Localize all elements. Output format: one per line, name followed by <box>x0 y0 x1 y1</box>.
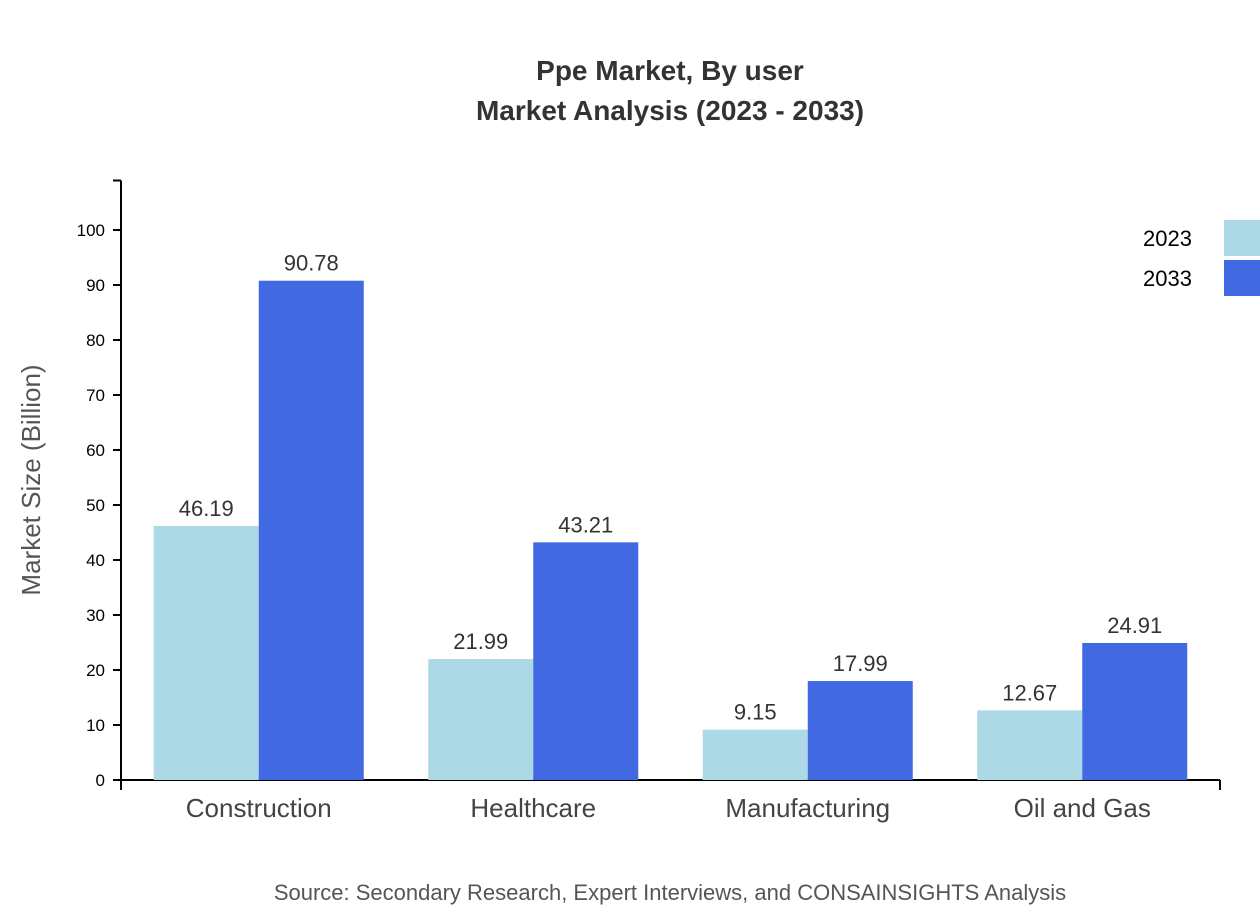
y-tick-label: 20 <box>86 661 105 680</box>
bar-2023 <box>702 729 808 780</box>
data-label: 17.99 <box>833 651 888 676</box>
bar-2033 <box>533 542 639 780</box>
chart-title: Ppe Market, By user <box>536 55 804 86</box>
x-axis: Construction Healthcare Manufacturing Oil a… <box>120 779 1221 823</box>
legend-swatch-2033 <box>1224 260 1260 296</box>
data-label: 46.19 <box>179 496 234 521</box>
x-tick-label: Oil and Gas <box>1014 793 1151 823</box>
x-tick-label: Healthcare <box>470 793 596 823</box>
y-tick-label: 60 <box>86 441 105 460</box>
bar-2033 <box>807 681 913 780</box>
y-tick-label: 90 <box>86 276 105 295</box>
bars: 46.19 90.78 21.99 43.21 9.15 17.99 12.67 24.91 <box>153 251 1188 780</box>
y-tick-label: 80 <box>86 331 105 350</box>
source-note: Source: Secondary Research, Expert Inter… <box>274 880 1066 905</box>
data-label: 43.21 <box>558 512 613 537</box>
y-tick-label: 10 <box>86 716 105 735</box>
y-axis: 0 10 20 30 40 50 60 70 80 90 100 <box>77 179 122 790</box>
bar-2023 <box>428 659 534 780</box>
data-label: 24.91 <box>1107 613 1162 638</box>
data-label: 9.15 <box>734 700 777 725</box>
legend-label: 2033 <box>1143 266 1192 291</box>
y-axis-label: Market Size (Billion) <box>16 364 46 595</box>
data-label: 90.78 <box>284 251 339 276</box>
y-tick-label: 50 <box>86 496 105 515</box>
bar-2033 <box>258 280 364 780</box>
y-tick-label: 40 <box>86 551 105 570</box>
bar-2023 <box>977 710 1083 780</box>
data-label: 12.67 <box>1002 680 1057 705</box>
x-tick-label: Construction <box>186 793 332 823</box>
chart-subtitle: Market Analysis (2023 - 2033) <box>476 95 864 126</box>
legend: 2023 2033 <box>1143 220 1260 296</box>
legend-label: 2023 <box>1143 226 1192 251</box>
y-tick-label: 70 <box>86 386 105 405</box>
data-label: 21.99 <box>453 629 508 654</box>
y-tick-label: 0 <box>96 771 105 790</box>
bar-2023 <box>153 525 259 780</box>
x-tick-label: Manufacturing <box>725 793 890 823</box>
bar-2033 <box>1082 642 1188 780</box>
legend-swatch-2023 <box>1224 220 1260 256</box>
y-tick-label: 100 <box>77 221 105 240</box>
y-tick-label: 30 <box>86 606 105 625</box>
